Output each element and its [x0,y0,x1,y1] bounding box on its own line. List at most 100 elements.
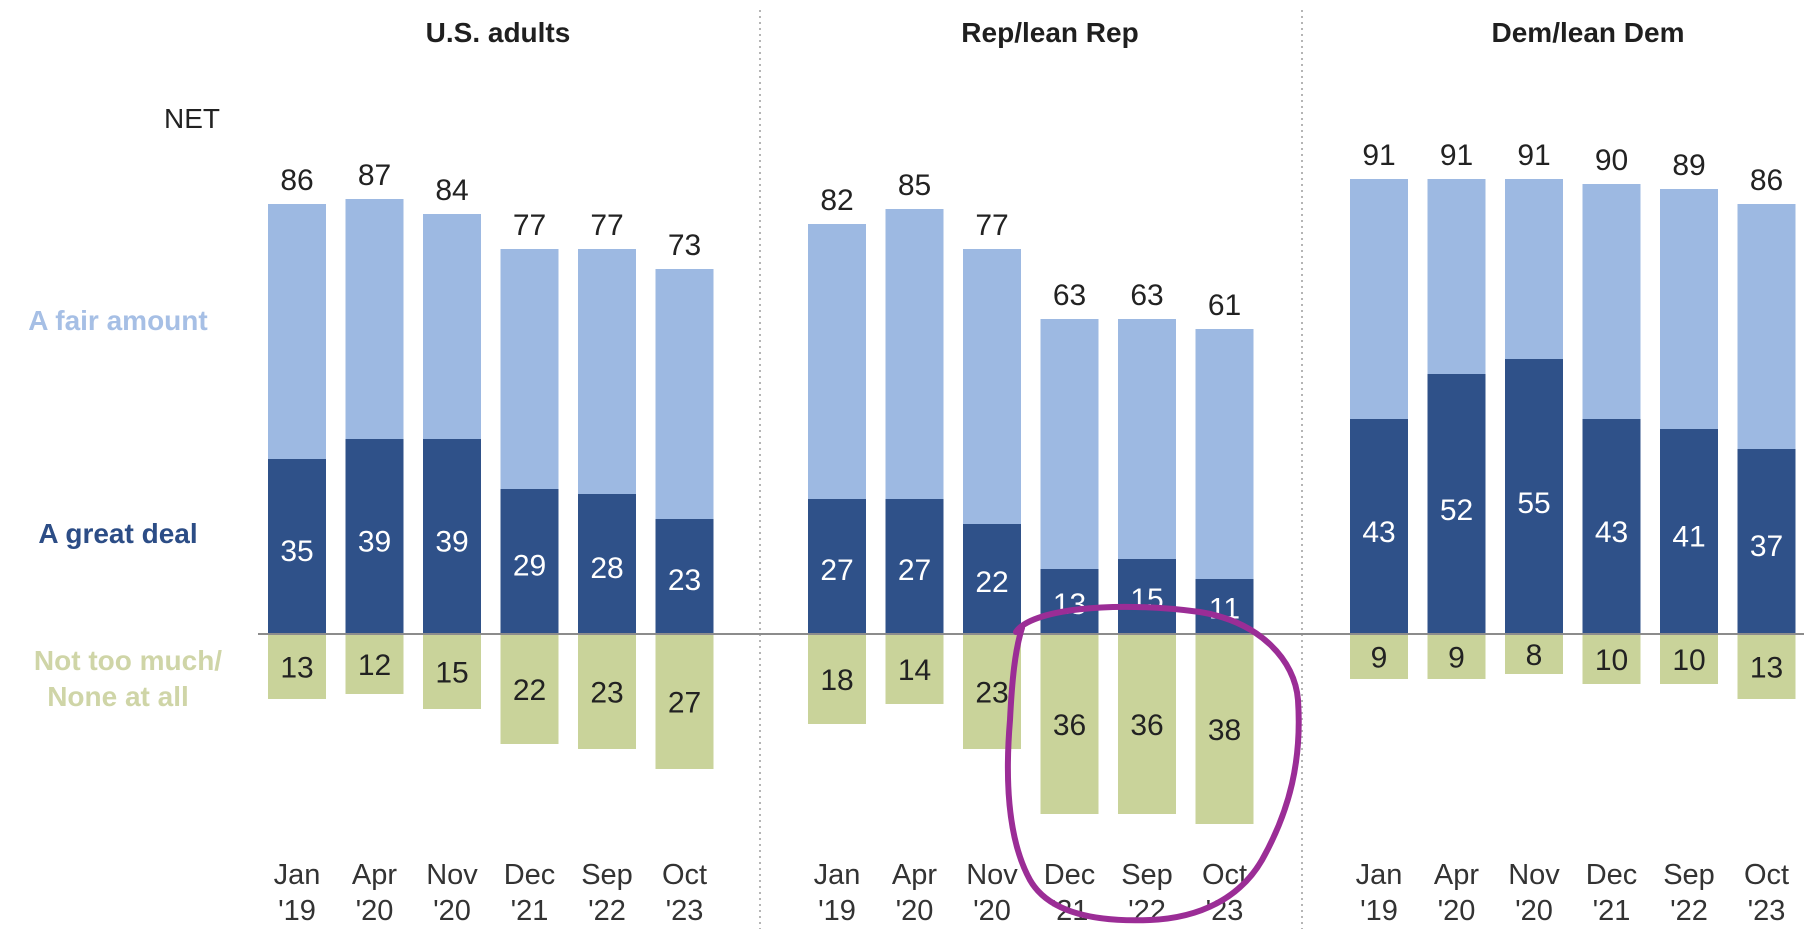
great-deal-value-label: 52 [1440,494,1473,527]
not-too-much-value-label: 10 [1672,644,1705,677]
x-tick-label-year: '20 [973,895,1011,927]
x-tick-label-month: Jan [274,859,321,891]
not-too-much-value-label: 38 [1208,714,1241,747]
bar-fair-amount [885,209,944,499]
not-too-much-value-label: 23 [590,677,623,710]
fair-amount-row-label: A fair amount [28,305,207,336]
x-tick-label-month: Sep [1663,859,1715,891]
net-value-label: 89 [1672,149,1705,182]
bar-not-too-much [1737,634,1796,699]
net-value-label: 63 [1130,279,1163,312]
bar-not-too-much [1582,634,1641,684]
row-labels: NET A fair amount A great deal Not too m… [28,103,222,712]
x-tick-label-month: Sep [581,859,633,891]
bar-great-deal [1350,419,1408,634]
x-tick-label-year: '22 [588,895,626,927]
net-value-label: 86 [1750,164,1783,197]
net-value-label: 77 [513,209,546,242]
x-tick-label-month: Oct [1744,859,1789,891]
bar-great-deal [578,494,636,634]
bar-great-deal [963,524,1021,634]
x-tick-label-year: '20 [1515,895,1553,927]
x-tick-label-month: Dec [1586,859,1638,891]
bar-great-deal [655,519,714,634]
bar-fair-amount [345,199,404,439]
net-value-label: 91 [1517,139,1550,172]
not-too-much-value-label: 15 [435,657,468,690]
not-too-much-value-label: 10 [1595,644,1628,677]
net-value-label: 82 [820,184,853,217]
bar-not-too-much [500,634,559,744]
bar-fair-amount [1737,204,1796,449]
not-too-much-value-label: 12 [358,649,391,682]
bar-fair-amount [268,204,326,459]
not-too-much-value-label: 27 [668,687,701,720]
chart-panels: U.S. adults863513Jan'19873912Apr'2084391… [268,10,1796,929]
x-tick-label-year: '21 [511,895,549,927]
x-tick-label-year: '20 [1438,895,1476,927]
bar-not-too-much [1505,634,1563,674]
bar-not-too-much [1427,634,1486,679]
not-too-much-value-label: 13 [280,652,313,685]
bar-great-deal [1582,419,1641,634]
great-deal-value-label: 29 [513,549,546,582]
not-too-much-value-label: 22 [513,674,546,707]
x-tick-label-year: '20 [433,895,471,927]
panel-1: U.S. adults 86 35 13 Jan '19 87 39 12 Apr '20 84 39 1… [268,17,714,927]
great-deal-value-label: 39 [435,525,468,558]
bar-great-deal [1040,569,1099,634]
bar-not-too-much [1118,634,1176,814]
bar-fair-amount [963,249,1021,524]
not-too-much-value-label: 14 [898,654,931,687]
x-tick-label-month: Dec [1044,859,1096,891]
annotation-circle [1004,603,1302,924]
not-too-much-value-label: 18 [820,664,853,697]
bar-not-too-much [885,634,944,704]
x-tick-label-year: '20 [896,895,934,927]
great-deal-value-label: 28 [590,552,623,585]
x-tick-label-month: Apr [892,859,937,891]
bar-great-deal [500,489,559,634]
x-tick-label-year: '19 [278,895,316,927]
net-value-label: 84 [435,174,468,207]
net-value-label: 91 [1362,139,1395,172]
great-deal-value-label: 37 [1750,530,1783,563]
net-value-label: 77 [590,209,623,242]
net-value-label: 63 [1053,279,1086,312]
bar-not-too-much [1350,634,1408,679]
bar-fair-amount [1582,184,1641,419]
net-row-label: NET [164,103,220,134]
great-deal-value-label: 13 [1053,588,1086,621]
bar-great-deal [808,499,866,634]
great-deal-value-label: 23 [668,564,701,597]
not-too-much-value-label: 13 [1750,652,1783,685]
panel-title: U.S. adults [426,17,571,48]
x-tick-label-year: '23 [1748,895,1786,927]
x-tick-label-month: Sep [1121,859,1173,891]
x-tick-label-month: Jan [814,859,861,891]
not-too-much-value-label: 8 [1526,639,1543,672]
x-tick-label-month: Apr [352,859,397,891]
not-too-much-row-label-line1: Not too much/ [34,645,222,676]
great-deal-value-label: 43 [1595,516,1628,549]
not-too-much-value-label: 36 [1053,709,1086,742]
not-too-much-row-label-line2: None at all [47,681,189,712]
bar-not-too-much [1660,634,1718,684]
great-deal-value-label: 15 [1130,583,1163,616]
net-value-label: 73 [668,229,701,262]
great-deal-value-label: 55 [1517,487,1550,520]
x-tick-label-month: Nov [1508,859,1560,891]
great-deal-value-label: 39 [358,525,391,558]
bar-great-deal [1505,359,1563,634]
bar-fair-amount [423,214,481,439]
great-deal-value-label: 35 [280,535,313,568]
bar-fair-amount [1350,179,1408,419]
bar-fair-amount [1427,179,1486,374]
net-value-label: 77 [975,209,1008,242]
great-deal-value-label: 41 [1672,521,1705,554]
bar-not-too-much [345,634,404,694]
bar-fair-amount [1118,319,1176,559]
bar-great-deal [885,499,944,634]
bar-great-deal [1660,429,1718,634]
